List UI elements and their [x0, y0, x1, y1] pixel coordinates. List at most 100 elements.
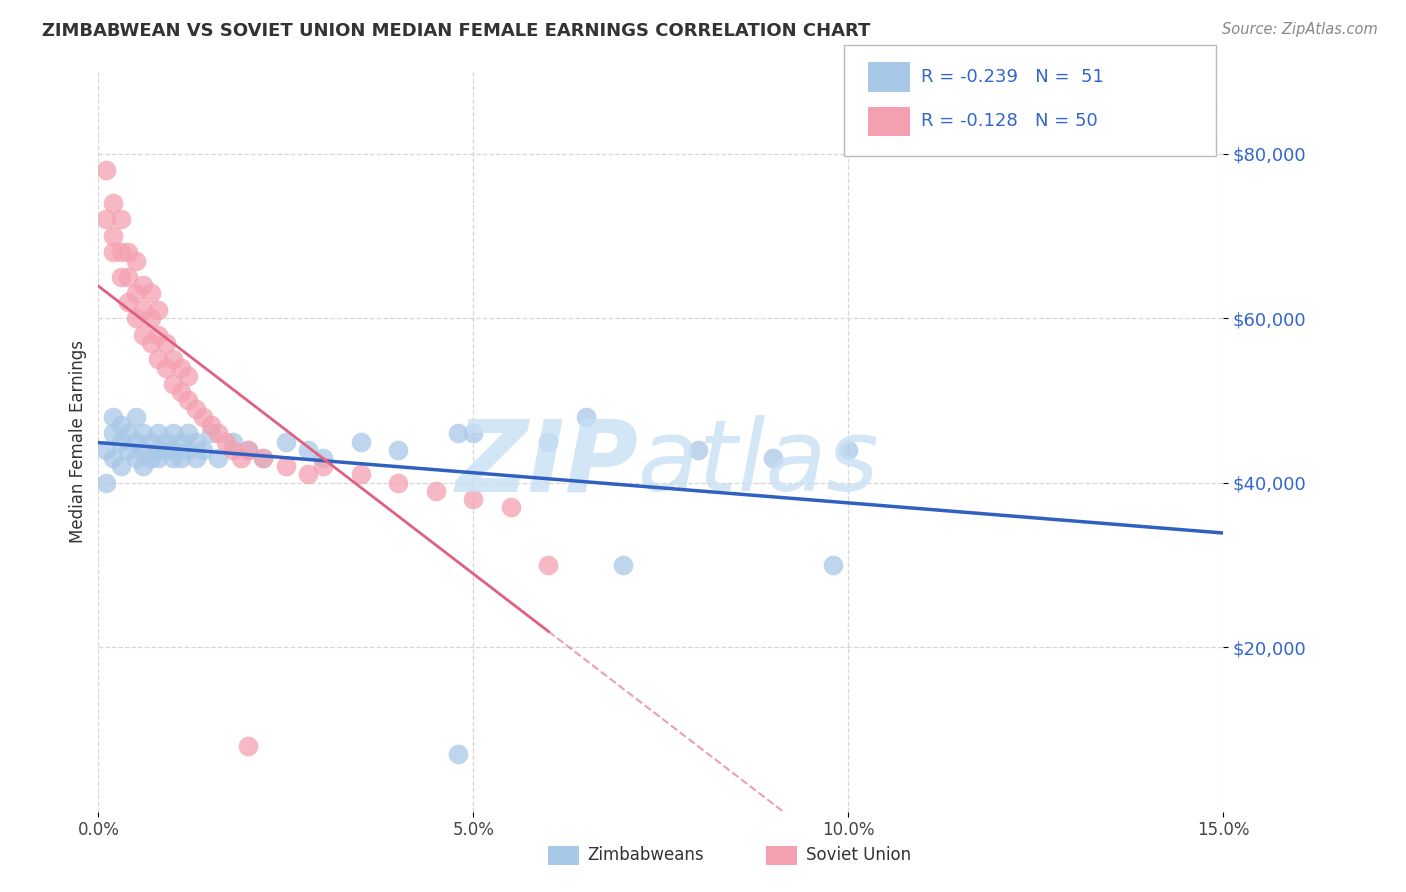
- Text: atlas: atlas: [638, 416, 880, 512]
- Point: [155, 434, 177, 449]
- Point: [110, 459, 132, 474]
- Point: [193, 409, 215, 424]
- Point: [463, 426, 485, 441]
- Y-axis label: Median Female Earnings: Median Female Earnings: [69, 340, 87, 543]
- Point: [200, 418, 222, 433]
- Point: [132, 302, 155, 317]
- Point: [148, 327, 170, 342]
- Point: [297, 442, 319, 457]
- Point: [762, 450, 785, 465]
- Point: [823, 558, 845, 572]
- Point: [387, 442, 409, 457]
- Point: [688, 442, 710, 457]
- Point: [132, 459, 155, 474]
- Point: [238, 442, 260, 457]
- Point: [252, 450, 274, 465]
- Point: [110, 270, 132, 285]
- Point: [215, 434, 238, 449]
- Point: [537, 558, 560, 572]
- Point: [350, 434, 373, 449]
- Point: [103, 450, 125, 465]
- Point: [162, 450, 184, 465]
- Point: [103, 228, 125, 243]
- Point: [94, 442, 117, 457]
- Point: [575, 409, 598, 424]
- Point: [148, 450, 170, 465]
- Point: [132, 278, 155, 293]
- Point: [297, 467, 319, 482]
- Point: [447, 426, 470, 441]
- Point: [162, 352, 184, 367]
- Point: [125, 286, 148, 301]
- Point: [117, 270, 139, 285]
- Point: [837, 442, 859, 457]
- Point: [132, 426, 155, 441]
- Text: ZIMBABWEAN VS SOVIET UNION MEDIAN FEMALE EARNINGS CORRELATION CHART: ZIMBABWEAN VS SOVIET UNION MEDIAN FEMALE…: [42, 22, 870, 40]
- Point: [425, 483, 447, 498]
- Point: [103, 245, 125, 260]
- Point: [103, 409, 125, 424]
- Point: [238, 442, 260, 457]
- Point: [200, 426, 222, 441]
- Text: ZIP: ZIP: [456, 416, 638, 512]
- Point: [110, 245, 132, 260]
- Point: [184, 401, 207, 416]
- Point: [312, 450, 335, 465]
- Point: [148, 302, 170, 317]
- Point: [117, 426, 139, 441]
- Point: [447, 747, 470, 761]
- Text: R = -0.239   N =  51: R = -0.239 N = 51: [921, 68, 1104, 86]
- Point: [139, 450, 162, 465]
- Point: [139, 311, 162, 326]
- Point: [177, 368, 200, 383]
- Point: [499, 500, 522, 515]
- Point: [94, 212, 117, 227]
- Point: [139, 335, 162, 350]
- Point: [274, 459, 297, 474]
- Point: [103, 196, 125, 211]
- Point: [170, 434, 193, 449]
- Point: [612, 558, 634, 572]
- Point: [222, 442, 245, 457]
- Point: [170, 385, 193, 400]
- Point: [148, 426, 170, 441]
- Text: Source: ZipAtlas.com: Source: ZipAtlas.com: [1222, 22, 1378, 37]
- Point: [148, 442, 170, 457]
- Point: [463, 492, 485, 507]
- Point: [537, 434, 560, 449]
- Point: [222, 434, 245, 449]
- Text: Soviet Union: Soviet Union: [806, 847, 911, 864]
- Point: [125, 450, 148, 465]
- Point: [184, 434, 207, 449]
- Point: [103, 426, 125, 441]
- Point: [193, 442, 215, 457]
- Point: [274, 434, 297, 449]
- Point: [312, 459, 335, 474]
- Point: [207, 426, 229, 441]
- Point: [177, 393, 200, 408]
- Point: [125, 409, 148, 424]
- Point: [139, 286, 162, 301]
- Point: [162, 426, 184, 441]
- Point: [177, 426, 200, 441]
- Point: [162, 376, 184, 391]
- Point: [387, 475, 409, 490]
- Point: [110, 212, 132, 227]
- Point: [350, 467, 373, 482]
- Point: [117, 442, 139, 457]
- Point: [110, 434, 132, 449]
- Text: R = -0.128   N = 50: R = -0.128 N = 50: [921, 112, 1098, 130]
- Point: [117, 294, 139, 309]
- Point: [170, 360, 193, 375]
- Point: [125, 434, 148, 449]
- Point: [155, 442, 177, 457]
- Point: [238, 739, 260, 753]
- Point: [125, 253, 148, 268]
- Point: [132, 327, 155, 342]
- Point: [139, 434, 162, 449]
- Point: [148, 352, 170, 367]
- Point: [155, 360, 177, 375]
- Point: [207, 450, 229, 465]
- Point: [229, 450, 252, 465]
- Text: Zimbabweans: Zimbabweans: [588, 847, 704, 864]
